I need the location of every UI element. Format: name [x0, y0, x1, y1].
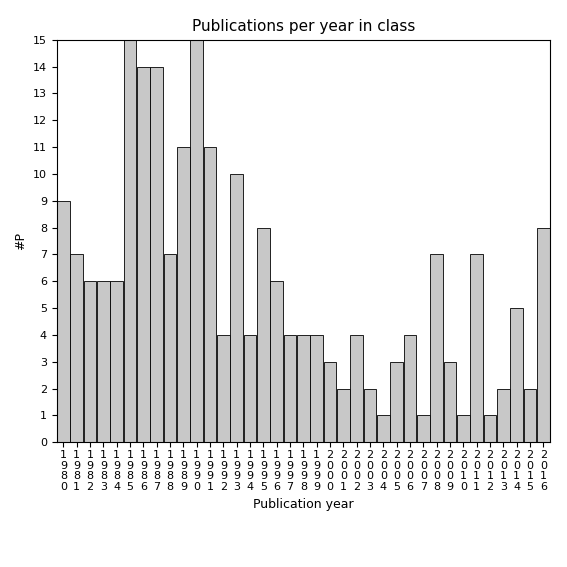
Bar [111, 281, 123, 442]
Bar [257, 227, 270, 442]
Bar [84, 281, 96, 442]
Bar [230, 174, 243, 442]
Bar [524, 388, 536, 442]
Bar [510, 308, 523, 442]
Bar [177, 147, 190, 442]
Bar [337, 388, 350, 442]
Bar [457, 416, 469, 442]
Bar [324, 362, 336, 442]
Bar [297, 335, 310, 442]
Bar [284, 335, 297, 442]
Title: Publications per year in class: Publications per year in class [192, 19, 415, 35]
Bar [137, 66, 150, 442]
Bar [471, 255, 483, 442]
Bar [537, 227, 549, 442]
Bar [70, 255, 83, 442]
Bar [164, 255, 176, 442]
Bar [191, 40, 203, 442]
Bar [443, 362, 456, 442]
Bar [484, 416, 496, 442]
Bar [350, 335, 363, 442]
X-axis label: Publication year: Publication year [253, 498, 354, 511]
Bar [57, 201, 70, 442]
Bar [363, 388, 376, 442]
Bar [310, 335, 323, 442]
Bar [244, 335, 256, 442]
Bar [150, 66, 163, 442]
Bar [377, 416, 390, 442]
Bar [204, 147, 217, 442]
Bar [417, 416, 430, 442]
Bar [390, 362, 403, 442]
Y-axis label: #P: #P [14, 232, 27, 250]
Bar [97, 281, 109, 442]
Bar [124, 40, 136, 442]
Bar [270, 281, 283, 442]
Bar [497, 388, 510, 442]
Bar [430, 255, 443, 442]
Bar [404, 335, 416, 442]
Bar [217, 335, 230, 442]
